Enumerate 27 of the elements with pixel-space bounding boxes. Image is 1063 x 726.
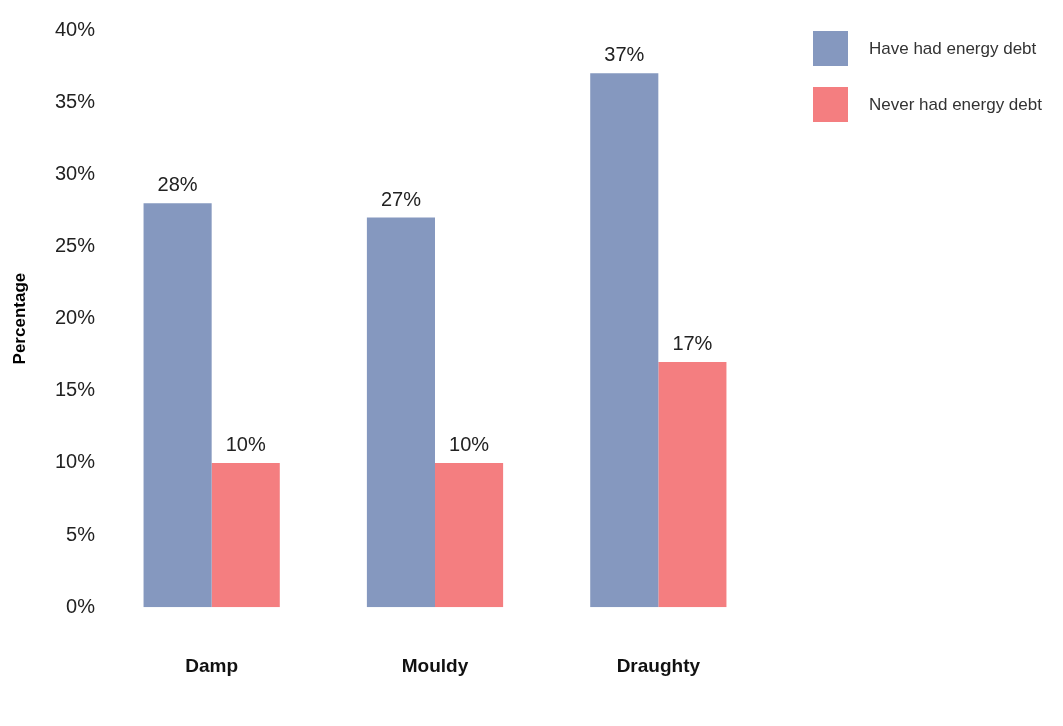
y-tick-label: 20% bbox=[54, 306, 96, 329]
y-tick-label: 35% bbox=[54, 89, 96, 112]
y-tick-label: 10% bbox=[54, 450, 96, 473]
legend-label: Never had energy debt bbox=[869, 94, 1043, 114]
bar bbox=[366, 217, 435, 608]
x-tick-label: Draughty bbox=[616, 654, 701, 676]
y-tick-label: 30% bbox=[54, 161, 96, 184]
y-tick-label: 25% bbox=[54, 233, 96, 256]
bar bbox=[211, 462, 280, 608]
bar bbox=[143, 203, 212, 608]
y-tick-label: 40% bbox=[54, 17, 96, 40]
data-label: 27% bbox=[380, 187, 422, 210]
bar bbox=[658, 361, 727, 608]
legend-label: Have had energy debt bbox=[869, 38, 1037, 58]
x-tick-label: Damp bbox=[185, 654, 239, 676]
data-label: 28% bbox=[157, 173, 198, 196]
y-tick-label: 15% bbox=[54, 378, 96, 401]
data-label: 17% bbox=[672, 331, 713, 354]
data-label: 10% bbox=[449, 432, 490, 455]
y-tick-label: 5% bbox=[66, 522, 96, 545]
bar bbox=[435, 462, 504, 608]
y-tick-label: 0% bbox=[66, 594, 96, 617]
y-axis-title: Percentage bbox=[9, 272, 29, 365]
x-tick-label: Mouldy bbox=[401, 654, 469, 676]
bar bbox=[590, 73, 659, 608]
data-label: 10% bbox=[225, 432, 266, 455]
data-label: 37% bbox=[604, 43, 645, 66]
